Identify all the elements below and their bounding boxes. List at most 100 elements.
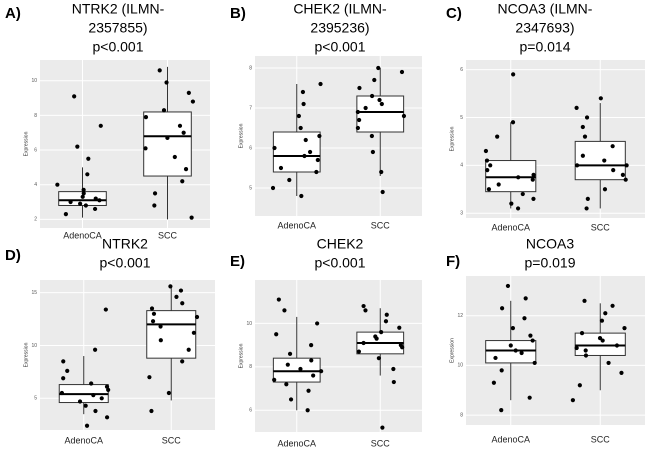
- data-point: [620, 172, 625, 178]
- box: [356, 95, 405, 133]
- data-point: [298, 125, 303, 131]
- data-point: [602, 187, 608, 192]
- data-point: [399, 69, 405, 75]
- box: [272, 131, 321, 173]
- x-tick-label: SCC: [158, 230, 178, 240]
- data-point: [483, 148, 489, 154]
- data-point: [508, 343, 513, 348]
- y-axis-label: Expression: [449, 338, 455, 363]
- data-point: [531, 196, 536, 201]
- y-axis-label: Expression: [238, 123, 244, 148]
- data-point: [376, 65, 381, 71]
- data-point: [369, 133, 374, 139]
- y-tick-label: 6: [460, 67, 463, 73]
- data-point: [158, 324, 163, 329]
- data-point: [149, 306, 155, 311]
- data-point: [59, 390, 65, 396]
- y-tick-label: 6: [249, 145, 252, 151]
- panel-title: p<0.001: [315, 39, 366, 55]
- data-point: [178, 288, 184, 293]
- data-point: [623, 177, 628, 182]
- data-point: [357, 85, 362, 91]
- data-point: [579, 331, 585, 336]
- data-point: [303, 137, 308, 143]
- y-tick-label: 3: [460, 211, 463, 217]
- data-point: [314, 169, 319, 175]
- data-point: [485, 168, 490, 173]
- data-point: [147, 375, 152, 380]
- data-point: [301, 101, 306, 107]
- data-point: [191, 330, 196, 335]
- data-point: [600, 338, 605, 343]
- data-point: [92, 206, 98, 212]
- data-point: [152, 191, 158, 196]
- data-point: [165, 135, 170, 141]
- data-point: [177, 123, 183, 128]
- data-point: [92, 347, 98, 352]
- data-point: [63, 212, 68, 217]
- data-point: [194, 314, 200, 320]
- data-point: [574, 163, 580, 168]
- data-point: [143, 115, 149, 120]
- data-point: [89, 381, 94, 386]
- data-point: [484, 158, 490, 163]
- panel-label: A): [5, 5, 21, 22]
- data-point: [379, 330, 384, 335]
- data-point: [522, 316, 527, 321]
- data-point: [311, 373, 316, 378]
- x-tick-label: SCC: [591, 222, 611, 232]
- data-point: [574, 105, 579, 110]
- box: [485, 160, 537, 193]
- data-point: [488, 163, 493, 168]
- y-axis-label: Expression: [449, 126, 455, 151]
- data-point: [376, 356, 381, 361]
- panel-title: 2347693): [515, 20, 574, 36]
- data-point: [355, 125, 361, 131]
- data-point: [97, 198, 102, 203]
- data-point: [574, 345, 579, 351]
- x-tick-label: SCC: [371, 220, 391, 230]
- y-tick-label: 10: [246, 321, 252, 327]
- data-point: [93, 408, 98, 414]
- data-point: [77, 399, 83, 404]
- data-point: [391, 379, 396, 385]
- data-point: [143, 146, 148, 151]
- data-point: [180, 301, 185, 306]
- box: [272, 357, 321, 383]
- data-point: [284, 382, 289, 387]
- data-point: [603, 311, 608, 316]
- y-tick-label: 8: [249, 364, 252, 370]
- data-point: [318, 81, 323, 87]
- y-axis-label: Expression: [23, 131, 29, 156]
- data-point: [356, 349, 361, 354]
- data-point: [383, 319, 389, 324]
- box: [485, 340, 537, 364]
- data-point: [157, 68, 162, 73]
- y-tick-label: 5: [460, 115, 463, 121]
- data-point: [161, 108, 167, 113]
- panel-title: p<0.001: [93, 39, 144, 55]
- panel-title: p=0.014: [520, 39, 571, 55]
- x-tick-label: AdenoCA: [63, 230, 102, 240]
- data-point: [496, 182, 501, 187]
- data-point: [186, 90, 191, 96]
- panel-title: NTRK2: [102, 236, 148, 252]
- data-point: [72, 94, 77, 99]
- data-point: [302, 153, 307, 159]
- data-point: [570, 398, 575, 403]
- plot-background: [255, 280, 422, 432]
- data-point: [584, 206, 589, 211]
- data-point: [104, 415, 110, 420]
- panel-title: NTRK2 (ILMN-: [72, 1, 165, 17]
- box: [574, 140, 626, 181]
- data-point: [580, 153, 585, 158]
- y-tick-label: 4: [460, 163, 463, 169]
- data-point: [527, 395, 532, 400]
- data-point: [500, 306, 505, 311]
- data-point: [288, 397, 294, 402]
- data-point: [99, 396, 104, 401]
- data-point: [379, 101, 384, 107]
- data-point: [81, 187, 86, 192]
- data-point: [61, 359, 66, 364]
- panel-title: 2395236): [310, 20, 369, 36]
